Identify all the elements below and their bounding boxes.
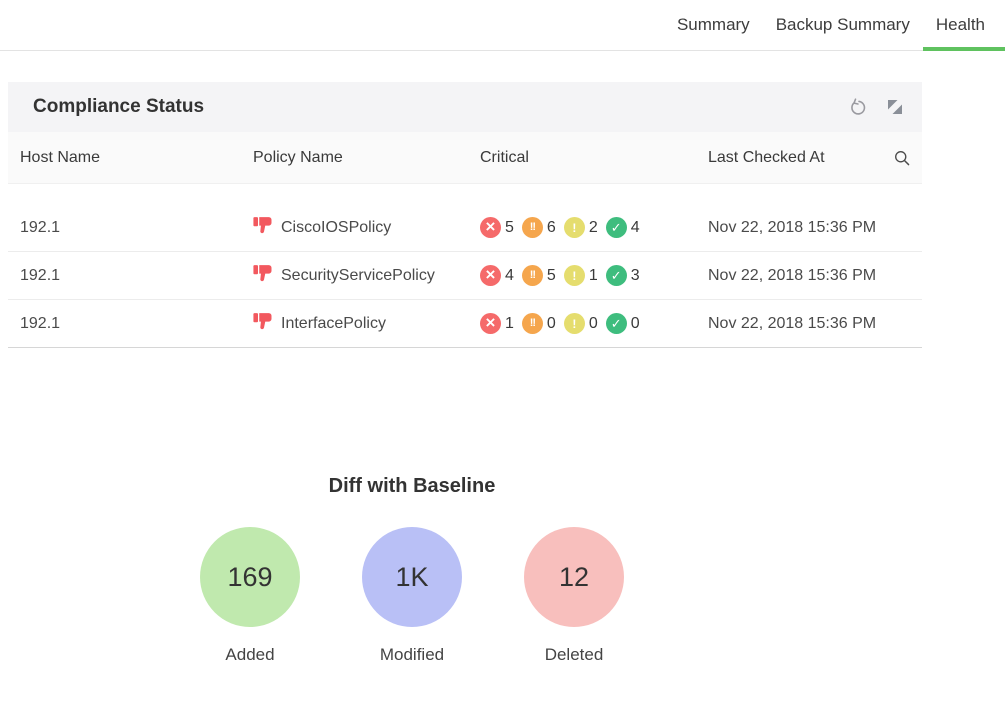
policy-name-cell: InterfacePolicy (253, 311, 480, 336)
minor-count: 1 (588, 266, 598, 284)
critical-cell: × 4 !! 5 ! 1 ✓ 3 (480, 265, 708, 286)
added-circle[interactable]: 169 (200, 527, 300, 627)
minor-icon: ! (563, 313, 585, 334)
critical-icon: × (480, 217, 501, 238)
tab-health[interactable]: Health (922, 0, 1005, 51)
column-header-policy-name[interactable]: Policy Name (253, 148, 343, 166)
modified-label: Modified (379, 645, 445, 664)
added-label: Added (225, 645, 275, 664)
critical-cell: × 1 !! 0 ! 0 ✓ 0 (480, 313, 708, 334)
compliant-icon: ✓ (605, 217, 627, 238)
tab-backup-summary[interactable]: Backup Summary (775, 15, 910, 34)
critical-count: 4 (505, 266, 514, 284)
critical-count: 1 (505, 314, 514, 332)
major-icon: !! (521, 313, 543, 334)
deleted-label: Deleted (544, 645, 604, 664)
refresh-icon[interactable] (847, 97, 867, 117)
table-row[interactable]: 192.1 InterfacePolicy × 1 !! 0 ! 0 ✓ 0 (8, 300, 922, 348)
tab-summary[interactable]: Summary (676, 15, 750, 34)
compliant-icon: ✓ (605, 265, 627, 286)
minor-icon: ! (563, 265, 585, 286)
minor-icon: ! (563, 217, 585, 238)
diff-title: Diff with Baseline (328, 475, 496, 497)
panel-header: Compliance Status (8, 82, 922, 132)
search-icon[interactable] (893, 149, 922, 167)
column-header-last-checked-at[interactable]: Last Checked At (708, 148, 825, 166)
diff-circles: 169 Added 1K Modified 12 Deleted (0, 527, 824, 665)
thumbs-down-icon (253, 311, 273, 336)
host-name-cell: 192.1 (20, 314, 61, 332)
last-checked-cell: Nov 22, 2018 15:36 PM (708, 314, 877, 332)
compliant-count: 3 (630, 266, 640, 284)
deleted-circle[interactable]: 12 (524, 527, 624, 627)
policy-name-cell: SecurityServicePolicy (253, 263, 480, 288)
compliance-status-panel: Compliance Status Host Name Policy Name … (8, 82, 922, 348)
modified-circle[interactable]: 1K (362, 527, 462, 627)
host-name-cell: 192.1 (20, 218, 61, 236)
panel-actions (847, 97, 905, 117)
compliant-count: 0 (630, 314, 640, 332)
host-name-cell: 192.1 (20, 266, 61, 284)
major-count: 5 (546, 266, 556, 284)
major-count: 0 (546, 314, 556, 332)
minor-count: 2 (588, 218, 598, 236)
compliant-count: 4 (630, 218, 640, 236)
thumbs-down-icon (253, 215, 273, 240)
critical-icon: × (480, 265, 501, 286)
major-icon: !! (521, 265, 543, 286)
critical-icon: × (480, 313, 501, 334)
diff-item-modified: 1K Modified (362, 527, 462, 665)
top-nav: Summary Backup Summary Health (0, 0, 1005, 51)
diff-item-deleted: 12 Deleted (524, 527, 624, 665)
last-checked-cell: Nov 22, 2018 15:36 PM (708, 218, 877, 236)
critical-count: 5 (505, 218, 514, 236)
major-count: 6 (546, 218, 556, 236)
policy-name-label: CiscoIOSPolicy (281, 218, 392, 236)
diff-with-baseline-section: Diff with Baseline 169 Added 1K Modified… (0, 473, 824, 665)
compliant-icon: ✓ (605, 313, 627, 334)
table-row[interactable]: 192.1 CiscoIOSPolicy × 5 !! 6 ! 2 ✓ 4 (8, 204, 922, 252)
policy-name-label: SecurityServicePolicy (281, 266, 435, 284)
minor-count: 0 (588, 314, 598, 332)
column-header-host-name[interactable]: Host Name (20, 148, 101, 166)
thumbs-down-icon (253, 263, 273, 288)
table-body: 192.1 CiscoIOSPolicy × 5 !! 6 ! 2 ✓ 4 (8, 184, 922, 348)
table-row[interactable]: 192.1 SecurityServicePolicy × 4 !! 5 ! 1… (8, 252, 922, 300)
column-header-critical[interactable]: Critical (480, 148, 529, 166)
last-checked-cell: Nov 22, 2018 15:36 PM (708, 266, 877, 284)
diff-item-added: 169 Added (200, 527, 300, 665)
policy-name-label: InterfacePolicy (281, 314, 386, 332)
policy-name-cell: CiscoIOSPolicy (253, 215, 480, 240)
table-header-row: Host Name Policy Name Critical Last Chec… (8, 132, 922, 184)
major-icon: !! (521, 217, 543, 238)
critical-cell: × 5 !! 6 ! 2 ✓ 4 (480, 217, 708, 238)
expand-diagonal-icon[interactable] (885, 97, 905, 117)
panel-title: Compliance Status (33, 96, 205, 117)
